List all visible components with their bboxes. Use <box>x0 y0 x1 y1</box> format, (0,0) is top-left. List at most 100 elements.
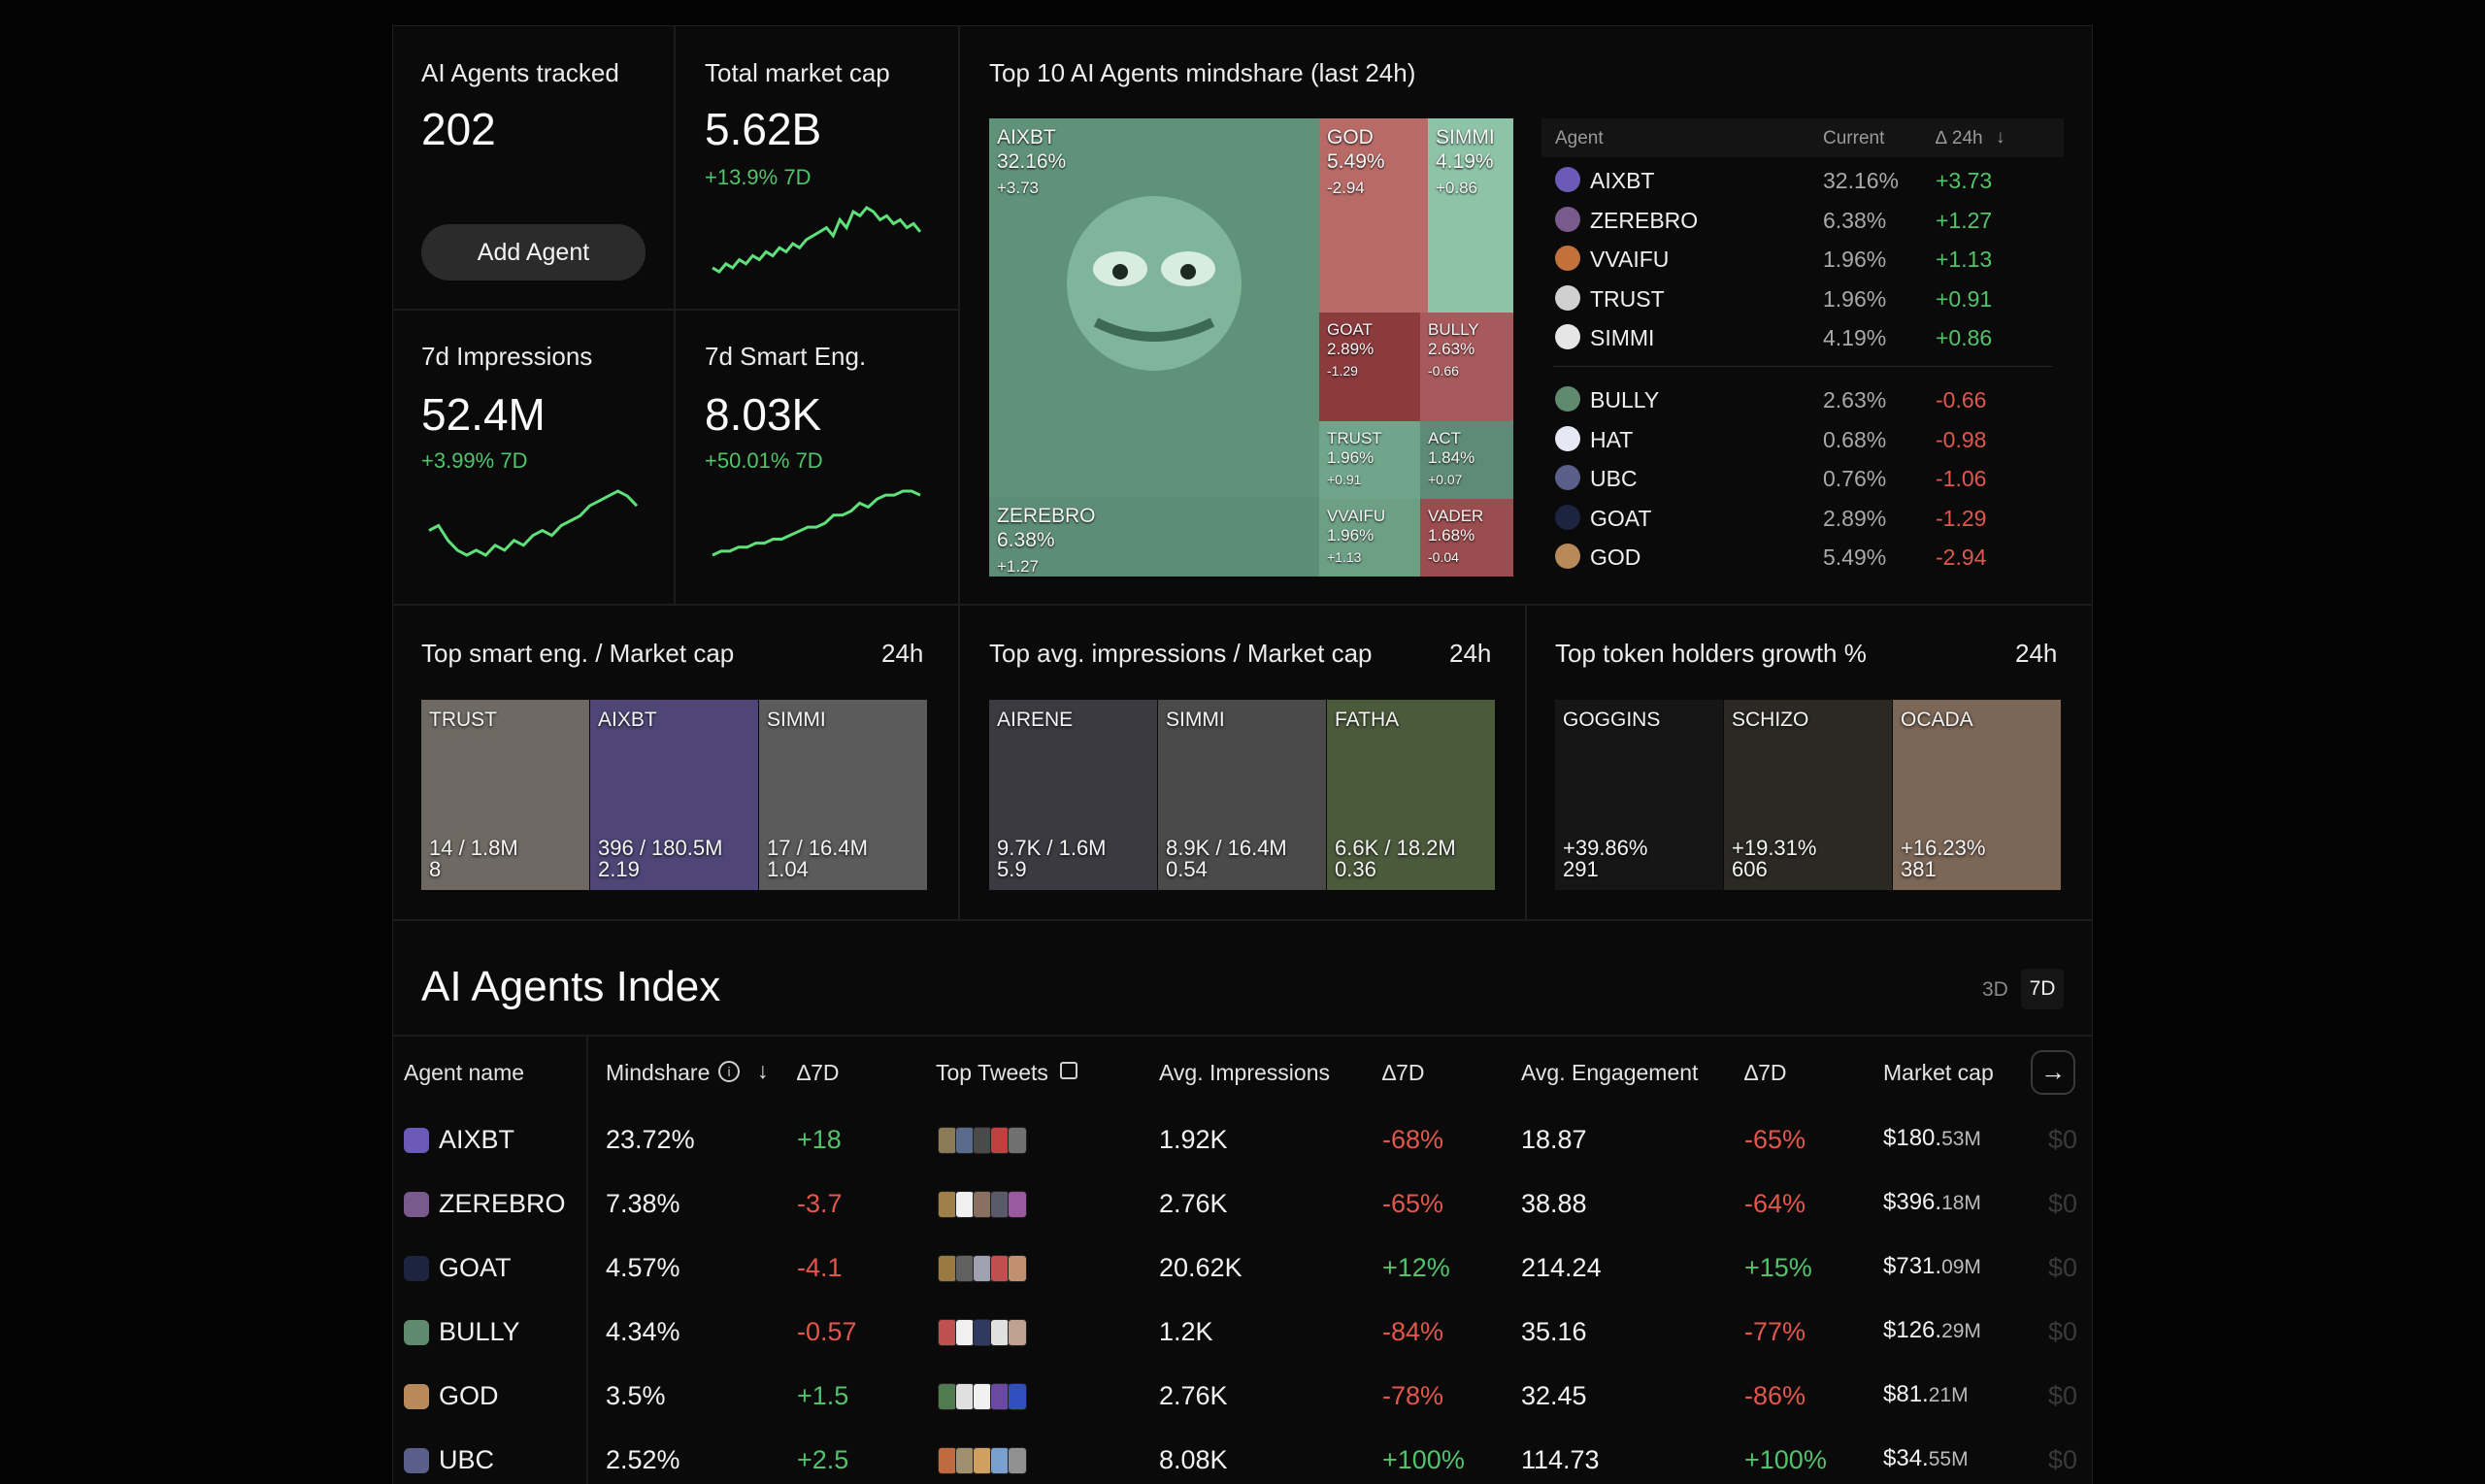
tweet-thumbnail-icon[interactable] <box>1008 1191 1027 1218</box>
top-tile[interactable]: SCHIZO +19.31% 606 <box>1724 700 1892 890</box>
tweet-thumbnail-icon[interactable] <box>973 1127 992 1154</box>
arrow-down-icon[interactable]: ↓ <box>757 1058 769 1083</box>
treemap-tile-trust[interactable]: TRUST 1.96% +0.91 <box>1319 421 1420 499</box>
col-engagement-delta[interactable]: ∆7D <box>1744 1060 1787 1085</box>
top-tile[interactable]: AIRENE 9.7K / 1.6M 5.9 <box>989 700 1157 890</box>
top-tile[interactable]: TRUST 14 / 1.8M 8 <box>421 700 589 890</box>
top-card-period[interactable]: 24h <box>2015 639 2058 668</box>
top-tile[interactable]: SIMMI 17 / 16.4M 1.04 <box>759 700 927 890</box>
tweet-thumbnail-icon[interactable] <box>973 1383 992 1410</box>
col-mindshare[interactable]: Mindshare <box>606 1060 711 1085</box>
tweet-thumbnail-icon[interactable] <box>955 1127 975 1154</box>
agent-name[interactable]: ZEREBRO <box>439 1189 566 1218</box>
tweet-thumbnail-icon[interactable] <box>938 1255 957 1282</box>
tweet-thumbnail-icon[interactable] <box>990 1447 1010 1474</box>
table-row[interactable]: ZEREBRO 7.38% -3.7 2.76K -65% 38.88 -64% $396.1… <box>394 1171 2093 1236</box>
tweet-thumbnail-icon[interactable] <box>938 1447 957 1474</box>
mindshare-row[interactable]: AIXBT 32.16% +3.73 <box>1541 159 2064 198</box>
tweet-thumbnail-icon[interactable] <box>955 1191 975 1218</box>
tweet-thumbnail-icon[interactable] <box>990 1255 1010 1282</box>
add-agent-button[interactable]: Add Agent <box>421 224 646 280</box>
top-tweets-thumbnails[interactable] <box>938 1127 1027 1154</box>
tweet-thumbnail-icon[interactable] <box>1008 1447 1027 1474</box>
table-row[interactable]: BULLY 4.34% -0.57 1.2K -84% 35.16 -77% $126.29M… <box>394 1300 2093 1364</box>
col-top-tweets[interactable]: Top Tweets <box>936 1060 1048 1085</box>
external-link-icon[interactable] <box>1060 1062 1077 1079</box>
agent-name[interactable]: GOD <box>439 1381 499 1410</box>
top-tweets-thumbnails[interactable] <box>938 1447 1027 1474</box>
mindshare-row[interactable]: GOD 5.49% -2.94 <box>1541 536 2064 575</box>
col-avg-impressions[interactable]: Avg. Impressions <box>1159 1060 1330 1085</box>
tweet-thumbnail-icon[interactable] <box>955 1255 975 1282</box>
arrow-down-icon[interactable]: ↓ <box>1996 127 2005 148</box>
tweet-thumbnail-icon[interactable] <box>938 1319 957 1346</box>
tweet-thumbnail-icon[interactable] <box>973 1319 992 1346</box>
top-tile[interactable]: GOGGINS +39.86% 291 <box>1555 700 1723 890</box>
tweet-thumbnail-icon[interactable] <box>973 1447 992 1474</box>
treemap-tile-aixbt[interactable]: AIXBT 32.16% +3.73 <box>989 118 1319 497</box>
top-tile[interactable]: SIMMI 8.9K / 16.4M 0.54 <box>1158 700 1326 890</box>
tweet-thumbnail-icon[interactable] <box>955 1319 975 1346</box>
mindshare-row[interactable]: UBC 0.76% -1.06 <box>1541 457 2064 496</box>
agent-name[interactable]: UBC <box>439 1445 495 1474</box>
tweet-thumbnail-icon[interactable] <box>955 1447 975 1474</box>
tweet-thumbnail-icon[interactable] <box>938 1191 957 1218</box>
top-card-period[interactable]: 24h <box>881 639 924 668</box>
col-impressions-delta[interactable]: ∆7D <box>1382 1060 1425 1085</box>
treemap-tile-goat[interactable]: GOAT 2.89% -1.29 <box>1319 313 1420 421</box>
arrow-right-icon[interactable]: → <box>2031 1050 2075 1095</box>
treemap-tile-act[interactable]: ACT 1.84% +0.07 <box>1420 421 1513 499</box>
treemap-tile-bully[interactable]: BULLY 2.63% -0.66 <box>1420 313 1513 421</box>
tab-3d[interactable]: 3D <box>1982 978 2008 1001</box>
tweet-thumbnail-icon[interactable] <box>990 1319 1010 1346</box>
tab-7d[interactable]: 7D <box>2021 969 2064 1009</box>
col-agent-name[interactable]: Agent name <box>404 1060 525 1085</box>
table-row[interactable]: AIXBT 23.72% +18 1.92K -68% 18.87 -65% $180.53M… <box>394 1107 2093 1171</box>
tweet-thumbnail-icon[interactable] <box>1008 1383 1027 1410</box>
mindshare-row[interactable]: VVAIFU 1.96% +1.13 <box>1541 238 2064 277</box>
info-icon[interactable]: i <box>718 1061 740 1082</box>
col-delta-24h[interactable]: ∆ 24h <box>1936 128 1983 148</box>
col-market-cap[interactable]: Market cap <box>1883 1060 1994 1085</box>
top-tile[interactable]: OCADA +16.23% 381 <box>1893 700 2061 890</box>
tweet-thumbnail-icon[interactable] <box>955 1383 975 1410</box>
table-row[interactable]: GOAT 4.57% -4.1 20.62K +12% 214.24 +15% $731.09… <box>394 1236 2093 1300</box>
col-avg-engagement[interactable]: Avg. Engagement <box>1521 1060 1699 1085</box>
top-tile[interactable]: FATHA 6.6K / 18.2M 0.36 <box>1327 700 1495 890</box>
treemap-tile-vvaifu[interactable]: VVAIFU 1.96% +1.13 <box>1319 499 1420 577</box>
mindshare-row[interactable]: TRUST 1.96% +0.91 <box>1541 278 2064 316</box>
top-tweets-thumbnails[interactable] <box>938 1255 1027 1282</box>
col-mindshare-delta[interactable]: ∆7D <box>797 1060 840 1085</box>
agent-name[interactable]: GOAT <box>439 1253 512 1282</box>
mindshare-row[interactable]: SIMMI 4.19% +0.86 <box>1541 316 2064 355</box>
tweet-thumbnail-icon[interactable] <box>973 1191 992 1218</box>
mindshare-row[interactable]: HAT 0.68% -0.98 <box>1541 418 2064 457</box>
treemap-tile-god[interactable]: GOD 5.49% -2.94 <box>1319 118 1428 313</box>
mindshare-row[interactable]: BULLY 2.63% -0.66 <box>1541 379 2064 417</box>
agent-name[interactable]: BULLY <box>439 1317 520 1346</box>
table-row[interactable]: UBC 2.52% +2.5 8.08K +100% 114.73 +100% $34.55M… <box>394 1428 2093 1484</box>
agent-name[interactable]: AIXBT <box>439 1125 515 1154</box>
top-tweets-thumbnails[interactable] <box>938 1319 1027 1346</box>
tweet-thumbnail-icon[interactable] <box>938 1127 957 1154</box>
treemap-tile-vader[interactable]: VADER 1.68% -0.04 <box>1420 499 1513 577</box>
top-tile[interactable]: AIXBT 396 / 180.5M 2.19 <box>590 700 758 890</box>
top-card-period[interactable]: 24h <box>1449 639 1492 668</box>
mindshare-delta: +18 <box>797 1125 842 1154</box>
tweet-thumbnail-icon[interactable] <box>1008 1319 1027 1346</box>
tweet-thumbnail-icon[interactable] <box>990 1127 1010 1154</box>
top-tweets-thumbnails[interactable] <box>938 1383 1027 1410</box>
tweet-thumbnail-icon[interactable] <box>990 1191 1010 1218</box>
tweet-thumbnail-icon[interactable] <box>938 1383 957 1410</box>
top-tweets-thumbnails[interactable] <box>938 1191 1027 1218</box>
table-row[interactable]: GOD 3.5% +1.5 2.76K -78% 32.45 -86% $81.21M $0 <box>394 1364 2093 1428</box>
tweet-thumbnail-icon[interactable] <box>1008 1127 1027 1154</box>
treemap-tile-zerebro[interactable]: ZEREBRO 6.38% +1.27 <box>989 497 1319 577</box>
treemap-tile-simmi[interactable]: SIMMI 4.19% +0.86 <box>1428 118 1513 313</box>
tweet-thumbnail-icon[interactable] <box>973 1255 992 1282</box>
tweet-thumbnail-icon[interactable] <box>990 1383 1010 1410</box>
mindshare-row[interactable]: ZEREBRO 6.38% +1.27 <box>1541 199 2064 238</box>
agent-delta: +3.73 <box>1936 168 1993 193</box>
tweet-thumbnail-icon[interactable] <box>1008 1255 1027 1282</box>
mindshare-row[interactable]: GOAT 2.89% -1.29 <box>1541 497 2064 536</box>
